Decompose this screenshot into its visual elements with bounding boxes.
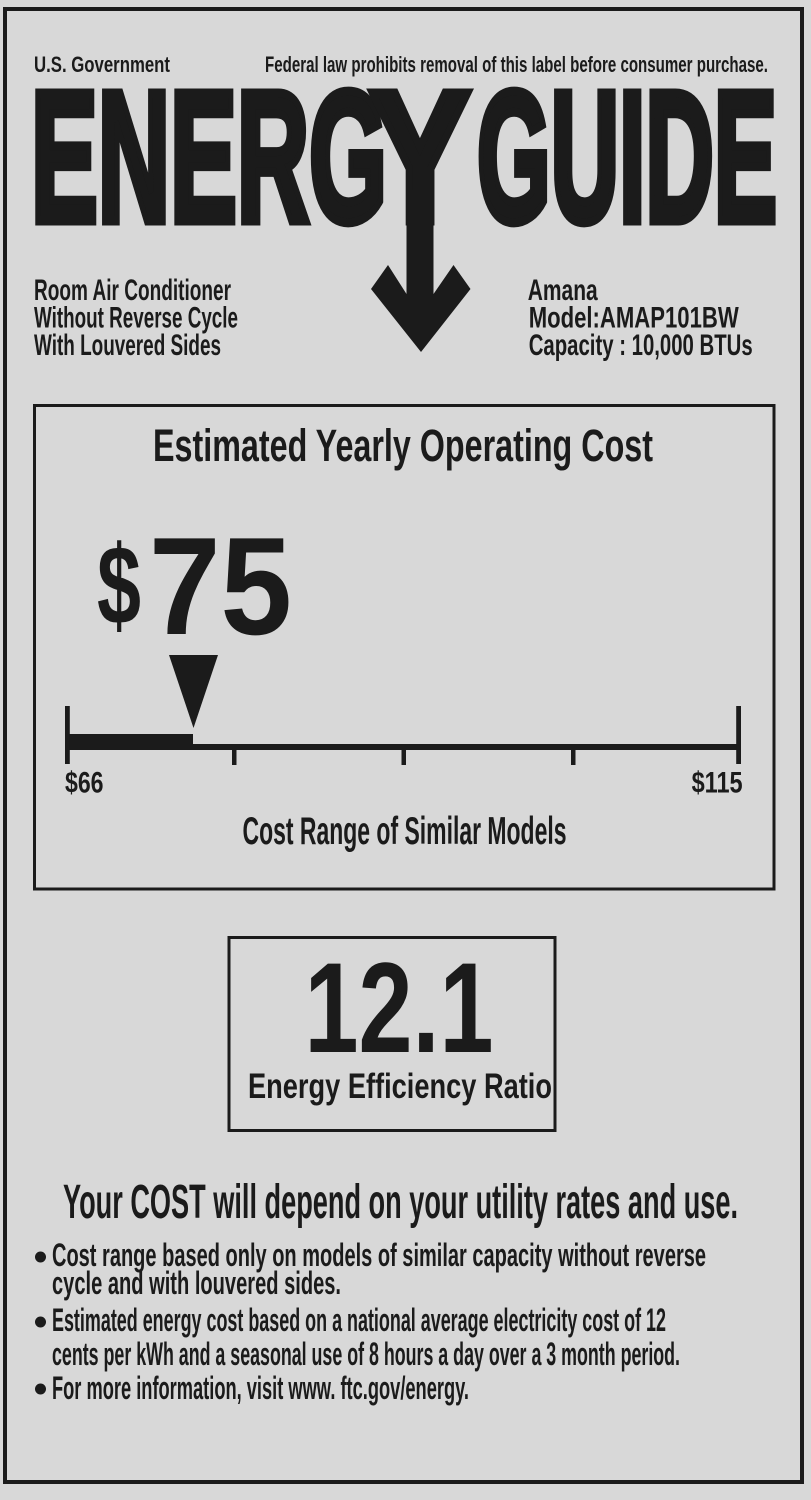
svg-text:75: 75 — [149, 509, 292, 664]
svg-text:U.S. Government: U.S. Government — [34, 52, 171, 77]
svg-text:Capacity : 10,000 BTUs: Capacity : 10,000 BTUs — [529, 329, 753, 362]
svg-text:Model:AMAP101BW: Model:AMAP101BW — [529, 302, 739, 335]
svg-text:$115: $115 — [692, 767, 743, 800]
svg-text:Energy Efficiency Ratio: Energy Efficiency Ratio — [248, 1066, 552, 1106]
svg-text:Federal law prohibits removal: Federal law prohibits removal of this la… — [265, 52, 768, 77]
svg-text:For more information, visit ww: For more information, visit www. ftc.gov… — [52, 1370, 469, 1406]
svg-text:Y: Y — [370, 54, 470, 261]
svg-text:Estimated energy cost based on: Estimated energy cost based on a nationa… — [52, 1302, 666, 1338]
svg-text:cents per kWh and a seasonal u: cents per kWh and a seasonal use of 8 ho… — [52, 1336, 680, 1372]
svg-text:Cost Range of Similar Models: Cost Range of Similar Models — [243, 810, 567, 853]
svg-text:Cost range based only on model: Cost range based only on models of simil… — [52, 1237, 706, 1273]
svg-text:GUIDE: GUIDE — [477, 54, 777, 261]
svg-text:12.1: 12.1 — [305, 937, 494, 1080]
svg-text:Estimated Yearly Operating Cos: Estimated Yearly Operating Cost — [153, 420, 653, 471]
svg-text:$66: $66 — [65, 767, 104, 800]
svg-text:Your COST will depend on your: Your COST will depend on your utility ra… — [63, 1176, 738, 1229]
svg-text:$: $ — [97, 523, 141, 648]
svg-text:Room Air Conditioner: Room Air Conditioner — [34, 274, 231, 307]
svg-text:Without Reverse Cycle: Without Reverse Cycle — [34, 302, 238, 335]
svg-text:ENERG: ENERG — [31, 54, 387, 261]
svg-text:Amana: Amana — [528, 274, 598, 307]
svg-text:With Louvered Sides: With Louvered Sides — [34, 329, 221, 362]
svg-text:cycle and with louvered sides.: cycle and with louvered sides. — [52, 1265, 341, 1301]
